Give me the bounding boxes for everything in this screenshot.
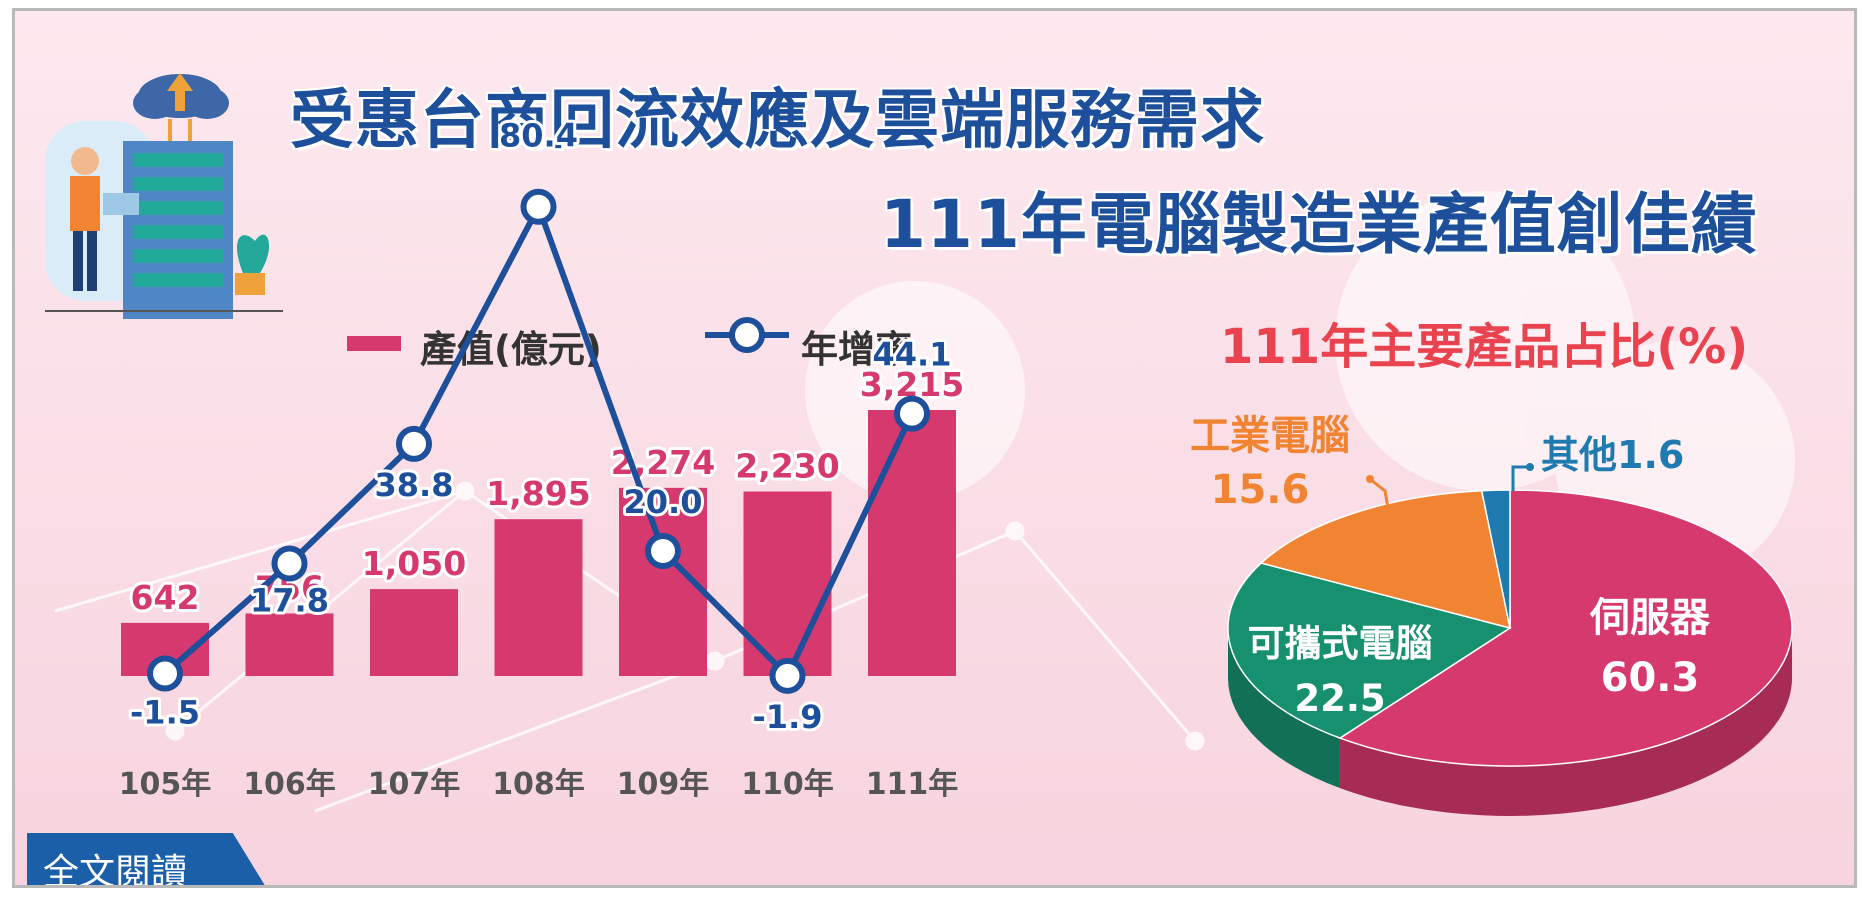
pie-slice (1227, 562, 1512, 739)
growth-rate-label: 80.4 (499, 117, 578, 155)
server-illustration-icon (45, 73, 283, 319)
infographic-frame: 受惠台商回流效應及雲端服務需求 111年電腦製造業產值創佳績 產值(億元) 年增… (12, 8, 1857, 888)
growth-rate-point (396, 425, 432, 462)
legend-bar-swatch (347, 336, 401, 351)
callout-line (1511, 465, 1527, 491)
x-tick-label: 110年 (741, 767, 834, 802)
growth-rate-point (769, 657, 806, 694)
growth-rate-point (645, 533, 681, 569)
gear-icon (805, 191, 1795, 581)
bar-value-label: 2,230 (735, 446, 839, 485)
bar-line-chart: 642105年756106年1,050107年1,895108年2,274109… (119, 114, 968, 802)
pie-slice (1480, 489, 1511, 629)
bar-value-label: 1,895 (486, 474, 590, 513)
pie-slice-name: 可攜式電腦 (1248, 622, 1433, 665)
pie-chart-title: 111年主要產品占比(%) (1220, 319, 1749, 375)
pie-slice-value: 60.3 (1601, 655, 1700, 701)
callout-line (1369, 477, 1392, 520)
growth-rate-point (271, 545, 308, 582)
pie-slice-side (1339, 628, 1792, 816)
x-tick-label: 108年 (492, 767, 585, 802)
legend-bar-label: 產值(億元) (420, 328, 602, 371)
bar (370, 589, 458, 676)
bar-value-label: 642 (131, 578, 200, 617)
growth-rate-point (520, 188, 557, 225)
read-full-text-label: 全文閱讀 (43, 852, 188, 888)
growth-rate-label: -1.5 (130, 694, 200, 732)
growth-rate-label: 17.8 (250, 582, 329, 620)
x-tick-label: 107年 (368, 767, 461, 802)
bar (494, 519, 583, 676)
pie-callout-name: 工業電腦 (1190, 413, 1350, 459)
growth-rate-point (147, 655, 183, 692)
growth-rate-label: 38.8 (375, 466, 454, 504)
x-tick-label: 106年 (243, 767, 336, 802)
pie-slice (1259, 489, 1511, 630)
pie-chart: 伺服器 60.3 可攜式電腦 22.5 工業電腦 15.6 其他1.6 (1190, 413, 1793, 816)
pie-callout-value: 15.6 (1211, 467, 1310, 513)
bar-value-label: 1,050 (362, 544, 466, 583)
pie-slice-name: 伺服器 (1589, 595, 1711, 641)
x-tick-label: 111年 (866, 767, 959, 802)
pie-slice (1338, 489, 1793, 767)
growth-rate-label: 44.1 (873, 336, 952, 374)
callout-dot (1366, 475, 1374, 483)
x-tick-label: 105年 (119, 767, 212, 802)
growth-rate-label: 20.0 (624, 483, 703, 521)
x-tick-label: 109年 (617, 767, 710, 802)
background-decor (15, 11, 1854, 885)
callout-dot (1526, 463, 1534, 471)
bar-value-label: 3,215 (860, 365, 964, 404)
growth-rate-point (894, 395, 930, 432)
pie-callout-name: 其他1.6 (1541, 433, 1684, 477)
title-line-2: 111年電腦製造業產值創佳績 (880, 186, 1758, 263)
growth-rate-label: -1.9 (753, 698, 823, 736)
pie-slice-value: 22.5 (1294, 677, 1385, 720)
legend-line-label: 年增率 (801, 328, 912, 371)
title-line-1: 受惠台商回流效應及雲端服務需求 (290, 84, 1265, 158)
pie-slice-side (1228, 628, 1340, 789)
read-full-text-button[interactable]: 全文閱讀 (27, 833, 272, 888)
bar (868, 410, 956, 676)
bar (245, 613, 334, 676)
